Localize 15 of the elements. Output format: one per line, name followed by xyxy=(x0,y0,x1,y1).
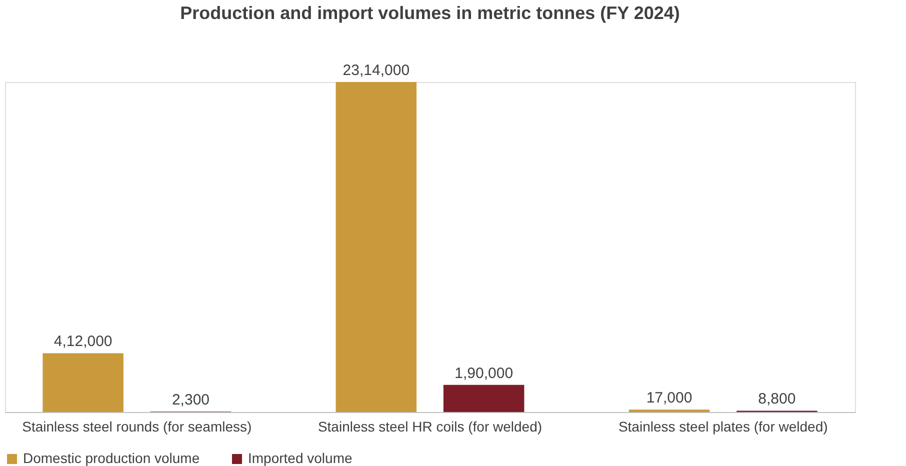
data-label: 4,12,000 xyxy=(54,333,112,350)
data-label: 23,14,000 xyxy=(342,62,410,79)
bar xyxy=(42,353,124,412)
x-tick-label: Stainless steel plates (for welded) xyxy=(618,418,828,434)
data-label: 1,90,000 xyxy=(454,364,514,382)
data-label: 2,300 xyxy=(172,392,210,409)
chart-title: Production and import volumes in metric tonnes (FY 2024) xyxy=(180,3,680,23)
legend-label: Domestic production volume xyxy=(23,450,200,466)
data-label: 8,800 xyxy=(758,390,796,408)
data-label: 17,000 xyxy=(646,390,692,407)
legend-label: Imported volume xyxy=(248,450,352,466)
bar xyxy=(443,384,524,412)
x-tick-label: Stainless steel rounds (for seamless) xyxy=(22,418,252,434)
x-tick-label: Stainless steel HR coils (for welded) xyxy=(318,418,542,434)
bar xyxy=(336,82,417,412)
